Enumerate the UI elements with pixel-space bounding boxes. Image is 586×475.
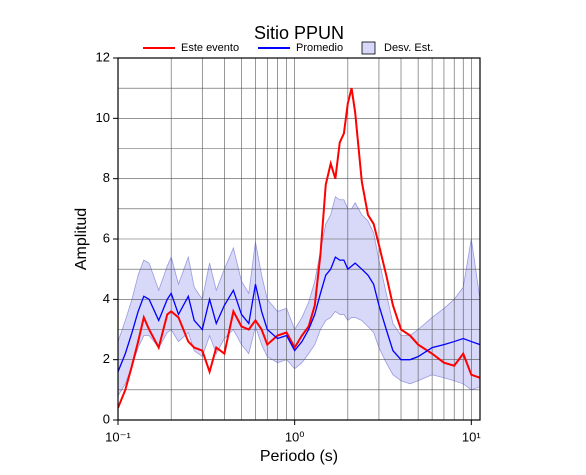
y-tick-label: 12 bbox=[96, 49, 110, 64]
y-tick-label: 4 bbox=[103, 291, 110, 306]
y-tick-label: 2 bbox=[103, 351, 110, 366]
legend-swatch bbox=[361, 41, 376, 55]
x-tick-label: 10⁰ bbox=[285, 429, 305, 444]
series-line bbox=[118, 256, 480, 372]
y-tick-label: 10 bbox=[96, 110, 110, 125]
y-tick-label: 6 bbox=[103, 230, 110, 245]
series-line bbox=[118, 87, 480, 409]
legend-label: Desv. Est. bbox=[384, 42, 433, 54]
legend-label: Este evento bbox=[181, 42, 239, 54]
y-tick-label: 8 bbox=[103, 170, 110, 185]
x-tick-label: 10¹ bbox=[462, 429, 481, 444]
legend-label: Promedio bbox=[296, 42, 343, 54]
std-band bbox=[118, 196, 480, 397]
x-axis-label: Periodo (s) bbox=[260, 448, 338, 465]
y-tick-label: 0 bbox=[103, 411, 110, 426]
plot-area bbox=[118, 58, 480, 420]
x-tick-label: 10⁻¹ bbox=[105, 429, 131, 444]
y-axis-label: Amplitud bbox=[73, 208, 90, 270]
chart-title: Sitio PPUN bbox=[254, 23, 344, 43]
